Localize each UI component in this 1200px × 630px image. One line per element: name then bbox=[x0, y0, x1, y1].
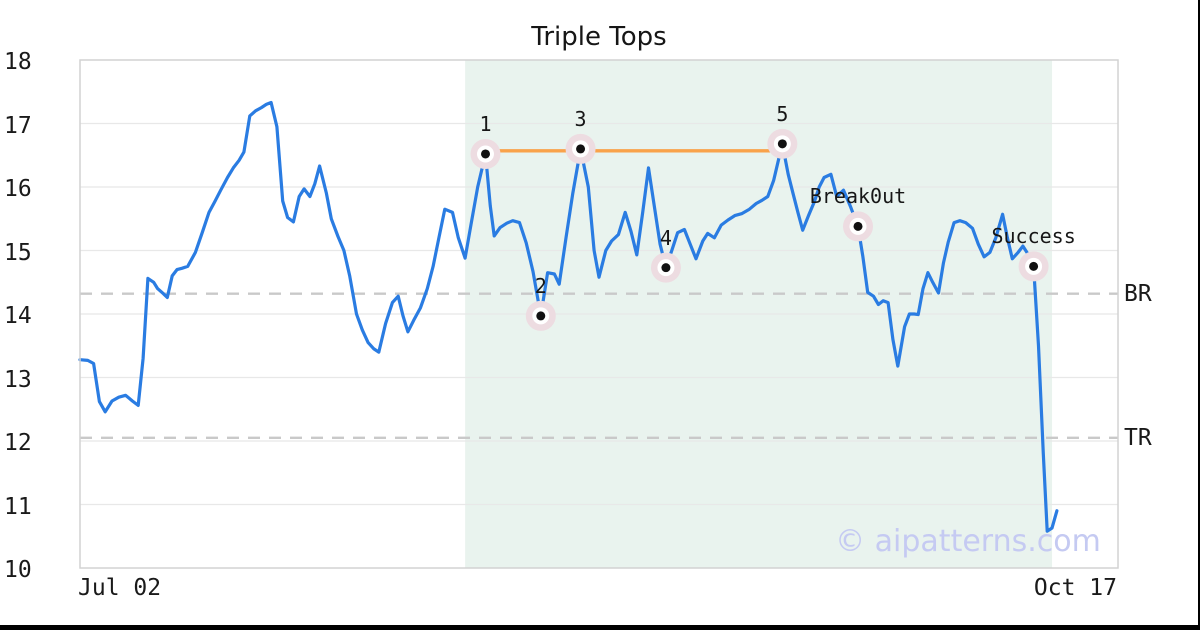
bottom-frame-bar bbox=[0, 625, 1200, 630]
y-tick-label: 11 bbox=[4, 493, 32, 520]
x-tick-end: Oct 17 bbox=[1033, 575, 1117, 601]
level-label-br: BR bbox=[1124, 280, 1152, 307]
chart-title: Triple Tops bbox=[531, 22, 667, 52]
plot-border bbox=[79, 59, 1119, 569]
marker-dot bbox=[576, 144, 586, 154]
y-tick-label: 18 bbox=[4, 49, 32, 75]
marker-dot bbox=[853, 221, 863, 231]
y-tick-label: 12 bbox=[4, 430, 32, 456]
marker-dot bbox=[480, 149, 490, 159]
y-tick-label: 13 bbox=[4, 366, 32, 393]
marker-label-break0ut: Break0ut bbox=[809, 184, 907, 209]
y-tick-label: 16 bbox=[4, 176, 32, 202]
marker-dot bbox=[536, 311, 546, 321]
y-tick-label: 14 bbox=[4, 303, 32, 329]
y-tick-label: 15 bbox=[4, 239, 32, 266]
watermark: © aipatterns.com bbox=[835, 524, 1101, 559]
right-frame-bar bbox=[1198, 0, 1200, 630]
marker-label-3: 3 bbox=[574, 106, 587, 131]
y-tick-label: 10 bbox=[4, 557, 32, 583]
marker-label-5: 5 bbox=[776, 101, 789, 126]
marker-dot bbox=[777, 139, 787, 149]
marker-label-4: 4 bbox=[659, 225, 672, 250]
marker-dot bbox=[1029, 261, 1039, 271]
marker-label-2: 2 bbox=[534, 273, 547, 298]
marker-label-1: 1 bbox=[479, 111, 492, 136]
price-line bbox=[78, 100, 1059, 533]
y-tick-label: 17 bbox=[4, 112, 32, 139]
marker-dot bbox=[661, 263, 671, 273]
level-label-tr: TR bbox=[1124, 424, 1152, 451]
x-tick-start: Jul 02 bbox=[78, 575, 162, 601]
marker-label-success: Success bbox=[991, 224, 1076, 249]
